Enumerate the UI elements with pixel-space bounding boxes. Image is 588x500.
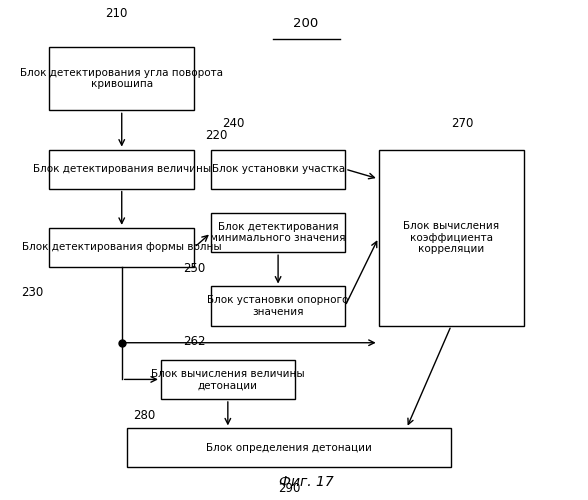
FancyBboxPatch shape [49, 47, 194, 110]
Text: 210: 210 [105, 7, 128, 20]
Text: Блок установки опорного
значения: Блок установки опорного значения [208, 295, 349, 317]
Text: 270: 270 [451, 117, 473, 130]
Text: Блок определения детонации: Блок определения детонации [206, 443, 372, 453]
Text: Фиг. 17: Фиг. 17 [279, 476, 333, 490]
Text: Блок детектирования угла поворота
кривошипа: Блок детектирования угла поворота кривош… [20, 68, 223, 90]
FancyBboxPatch shape [161, 360, 295, 399]
FancyBboxPatch shape [49, 228, 194, 267]
Text: 240: 240 [222, 117, 245, 130]
Text: 250: 250 [183, 262, 205, 275]
Text: 290: 290 [278, 482, 300, 495]
FancyBboxPatch shape [211, 286, 345, 326]
Text: Блок детектирования
минимального значения: Блок детектирования минимального значени… [211, 222, 346, 244]
Text: Блок вычисления
коэффициента
корреляции: Блок вычисления коэффициента корреляции [403, 221, 499, 254]
FancyBboxPatch shape [128, 428, 451, 468]
Text: 230: 230 [21, 286, 44, 300]
Text: Блок вычисления величины
детонации: Блок вычисления величины детонации [151, 368, 305, 390]
FancyBboxPatch shape [49, 150, 194, 188]
FancyBboxPatch shape [379, 150, 524, 326]
Text: 200: 200 [293, 18, 319, 30]
Text: 280: 280 [133, 409, 155, 422]
FancyBboxPatch shape [211, 150, 345, 188]
Text: 262: 262 [183, 336, 205, 348]
Text: 220: 220 [205, 129, 228, 142]
FancyBboxPatch shape [211, 213, 345, 252]
Text: Блок установки участка: Блок установки участка [212, 164, 345, 174]
Text: Блок детектирования формы волны: Блок детектирования формы волны [22, 242, 222, 252]
Text: Блок детектирования величины: Блок детектирования величины [33, 164, 211, 174]
